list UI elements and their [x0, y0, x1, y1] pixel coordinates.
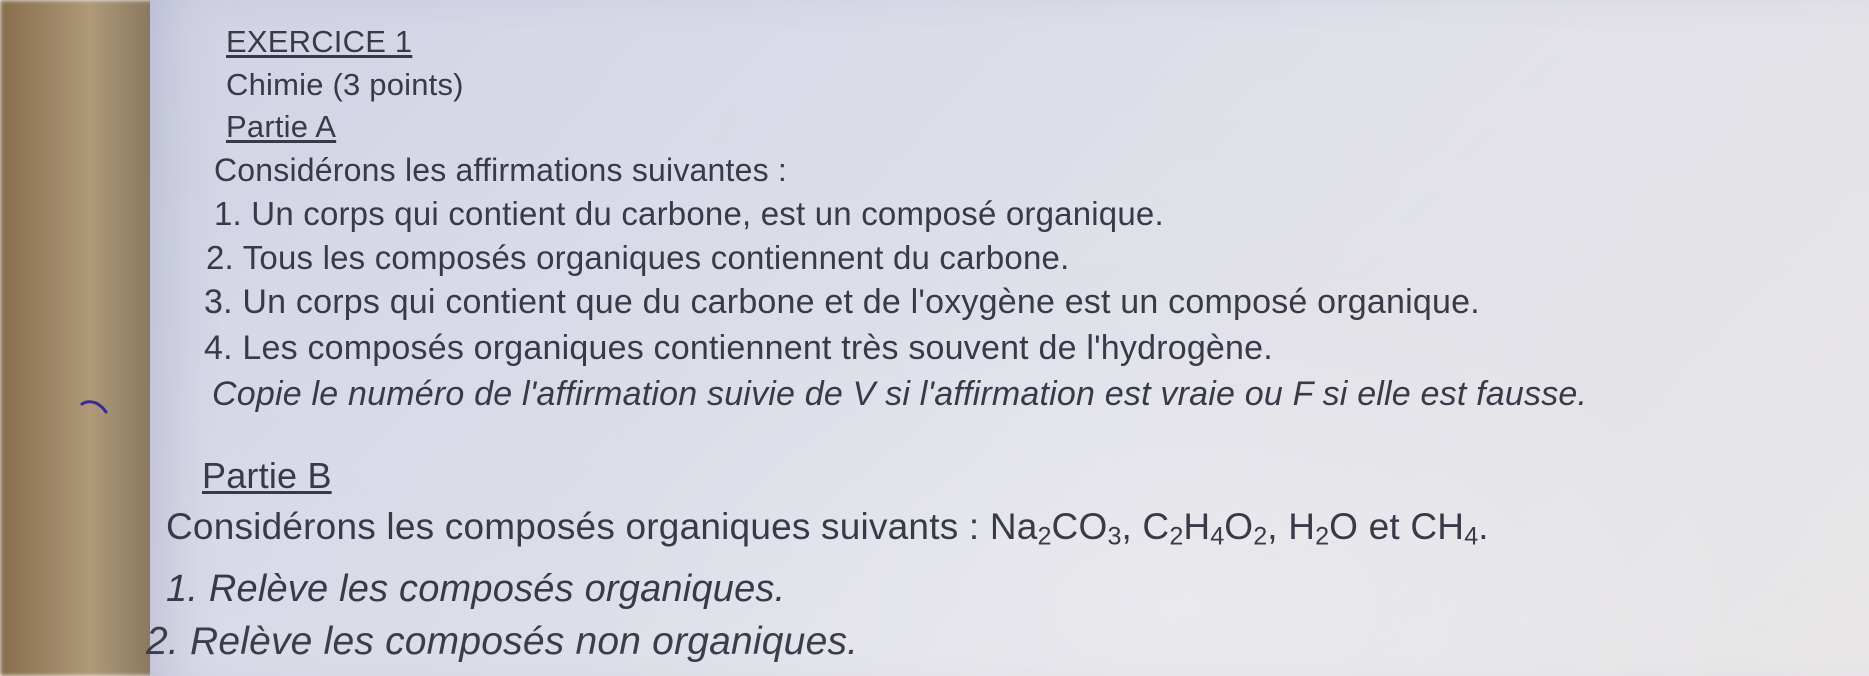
part-a-intro: Considérons les affirmations suivantes :	[214, 148, 1856, 192]
compound-h2o: H2O	[1288, 506, 1358, 547]
part-b-q1: 1. Relève les composés organiques.	[166, 563, 1856, 615]
statement-2: 2. Tous les composés organiques contienn…	[206, 236, 1856, 280]
part-b-intro: Considérons les composés organiques suiv…	[166, 501, 1856, 563]
part-b-q2: 2. Relève les composés non organiques.	[146, 615, 1856, 669]
pen-tick-mark	[80, 398, 108, 414]
compound-c2h4o2: C2H4O2	[1142, 506, 1267, 547]
section-gap	[226, 417, 1856, 451]
statement-3: 3. Un corps qui contient que du carbone …	[204, 280, 1856, 325]
exercise-heading: EXERCICE 1	[226, 24, 412, 59]
part-a-heading: Partie A	[226, 109, 336, 144]
part-a-instruction: Copie le numéro de l'affirmation suivie …	[212, 371, 1856, 417]
compound-na2co3: Na2CO3	[990, 506, 1122, 547]
subject-line: Chimie (3 points)	[226, 64, 1856, 106]
part-b-intro-prefix: Considérons les composés organiques suiv…	[166, 506, 990, 547]
document-content: EXERCICE 1 Chimie (3 points) Partie A Co…	[226, 20, 1856, 669]
compound-ch4: CH4	[1410, 506, 1478, 547]
statement-1: 1. Un corps qui contient du carbone, est…	[214, 192, 1856, 236]
part-b-heading: Partie B	[202, 455, 332, 496]
statement-4: 4. Les composés organiques contiennent t…	[204, 325, 1856, 371]
